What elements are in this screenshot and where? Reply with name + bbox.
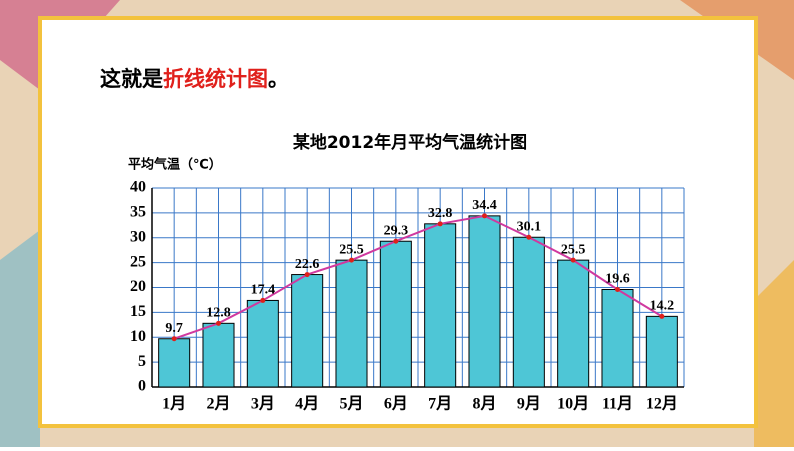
decoration bbox=[754, 260, 794, 447]
point bbox=[349, 257, 354, 263]
value-label: 32.8 bbox=[428, 206, 453, 221]
value-label: 12.8 bbox=[206, 306, 231, 321]
point bbox=[393, 238, 399, 244]
x-tick-label: 3月 bbox=[251, 395, 275, 413]
point bbox=[659, 313, 665, 319]
bar bbox=[158, 338, 191, 388]
x-tick-label: 7月 bbox=[428, 395, 452, 413]
bar bbox=[424, 223, 457, 388]
x-tick-label: 4月 bbox=[295, 395, 319, 413]
y-tick-label: 30 bbox=[130, 228, 146, 245]
bar bbox=[557, 259, 590, 388]
point bbox=[260, 297, 266, 303]
x-tick-label: 11月 bbox=[602, 395, 633, 413]
value-label: 17.4 bbox=[251, 283, 276, 298]
value-label: 30.1 bbox=[517, 219, 542, 234]
bar bbox=[468, 215, 501, 388]
x-tick-label: 6月 bbox=[384, 395, 408, 413]
y-tick-label: 5 bbox=[138, 353, 146, 370]
heading-highlight: 折线统计图 bbox=[163, 67, 268, 91]
x-tick-label: 1月 bbox=[162, 395, 186, 413]
bar bbox=[512, 236, 545, 388]
y-tick-label: 15 bbox=[130, 303, 146, 320]
heading-text: 这就是 bbox=[100, 67, 163, 91]
y-tick-label: 40 bbox=[130, 179, 146, 196]
bar bbox=[202, 322, 235, 388]
y-tick-label: 0 bbox=[138, 378, 146, 395]
value-label: 9.7 bbox=[165, 321, 183, 336]
x-tick-label: 5月 bbox=[339, 395, 363, 413]
decoration bbox=[0, 230, 40, 447]
y-tick-label: 35 bbox=[130, 204, 146, 221]
point bbox=[216, 320, 221, 326]
point bbox=[171, 336, 177, 342]
value-label: 25.5 bbox=[561, 242, 586, 257]
x-tick-label: 10月 bbox=[557, 395, 589, 413]
x-tick-label: 8月 bbox=[472, 395, 496, 413]
y-tick-label: 20 bbox=[130, 278, 146, 295]
point bbox=[570, 257, 576, 263]
point bbox=[482, 213, 487, 219]
heading-text: 。 bbox=[268, 67, 289, 91]
heading: 这就是折线统计图。 bbox=[100, 67, 289, 91]
x-tick-label: 9月 bbox=[517, 395, 541, 413]
bar bbox=[246, 299, 279, 388]
chart-title: 某地2012年月平均气温统计图 bbox=[293, 132, 527, 153]
bar bbox=[601, 288, 634, 388]
trend-line bbox=[173, 214, 663, 340]
y-tick-label: 25 bbox=[130, 253, 146, 270]
y-axis-label: 平均气温（℃） bbox=[128, 157, 222, 173]
value-label: 34.4 bbox=[472, 198, 497, 213]
point bbox=[615, 286, 620, 292]
bar bbox=[379, 240, 412, 388]
bar bbox=[645, 315, 678, 388]
bar bbox=[291, 274, 324, 388]
point bbox=[304, 272, 310, 278]
value-label: 19.6 bbox=[605, 272, 630, 287]
bar bbox=[335, 259, 368, 388]
value-label: 22.6 bbox=[295, 257, 320, 272]
value-label: 14.2 bbox=[650, 299, 675, 314]
value-label: 25.5 bbox=[339, 242, 364, 257]
point bbox=[437, 221, 443, 227]
x-tick-label: 12月 bbox=[646, 395, 678, 413]
x-tick-label: 2月 bbox=[206, 395, 230, 413]
value-label: 29.3 bbox=[384, 223, 409, 238]
y-tick-label: 10 bbox=[130, 328, 146, 345]
point bbox=[526, 234, 532, 240]
